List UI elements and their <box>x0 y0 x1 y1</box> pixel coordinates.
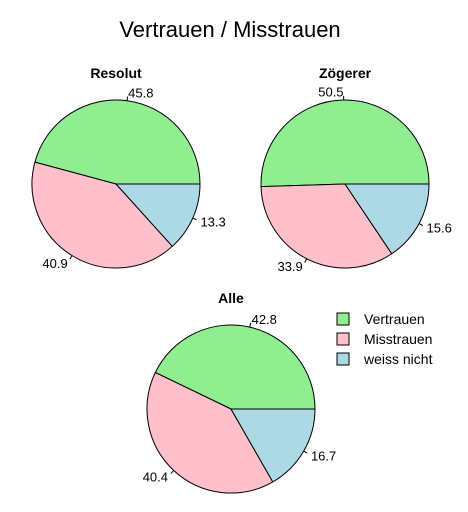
legend-label-misstrauen: Misstrauen <box>364 331 432 347</box>
slice-resolut-vertrauen <box>34 99 201 185</box>
slice-label-resolut-weiss-nicht: 13.3 <box>200 214 225 229</box>
slice-label-tick-zoegerer-misstrauen <box>304 258 308 263</box>
legend-swatch-vertrauen <box>336 312 350 326</box>
slice-label-resolut-misstrauen: 40.9 <box>42 256 67 271</box>
pie-title-zoegerer: Zögerer <box>319 65 372 81</box>
slice-label-zoegerer-misstrauen: 33.9 <box>277 259 302 274</box>
slice-label-alle-vertrauen: 42.8 <box>252 312 277 327</box>
slice-label-tick-resolut-weiss-nicht <box>192 217 197 221</box>
slice-label-tick-alle-weiss-nicht <box>303 450 308 454</box>
pie-title-resolut: Resolut <box>90 65 142 81</box>
slice-label-alle-misstrauen: 40.4 <box>143 470 168 485</box>
legend-label-vertrauen: Vertrauen <box>364 311 425 327</box>
slice-label-tick-resolut-vertrauen <box>126 96 129 101</box>
pie-zoegerer: Zögerer 50.5 33.9 15.6 <box>260 65 452 274</box>
slice-label-tick-resolut-misstrauen <box>69 255 73 260</box>
slice-label-tick-alle-vertrauen <box>249 322 252 328</box>
legend-label-weiss-nicht: weiss nicht <box>363 351 433 367</box>
figure-title: Vertrauen / Misstrauen <box>119 17 340 42</box>
pie-alle: Alle 42.8 40.4 16.7 <box>143 290 336 494</box>
legend: Vertrauen Misstrauen weiss nicht <box>336 311 433 367</box>
slice-label-resolut-vertrauen: 45.8 <box>128 85 153 100</box>
legend-swatch-weiss-nicht <box>336 352 350 366</box>
pie-title-alle: Alle <box>218 290 244 306</box>
slice-label-alle-weiss-nicht: 16.7 <box>311 448 336 463</box>
slice-alle-vertrauen <box>154 324 316 410</box>
slice-zoegerer-weiss-nicht <box>344 183 430 255</box>
slice-label-tick-zoegerer-weiss-nicht <box>418 223 424 226</box>
legend-swatch-misstrauen <box>336 332 350 346</box>
pies-group: Resolut 45.8 40.9 13.3 Zögerer 50.5 33.9 15.6 Al… <box>31 65 452 494</box>
pie-resolut: Resolut 45.8 40.9 13.3 <box>31 65 226 271</box>
slice-label-zoegerer-vertrauen: 50.5 <box>318 85 343 100</box>
slice-label-tick-alle-misstrauen <box>170 470 175 474</box>
slice-label-zoegerer-weiss-nicht: 15.6 <box>427 220 452 235</box>
slice-resolut-misstrauen <box>31 161 174 269</box>
slice-zoegerer-vertrauen <box>260 99 430 188</box>
